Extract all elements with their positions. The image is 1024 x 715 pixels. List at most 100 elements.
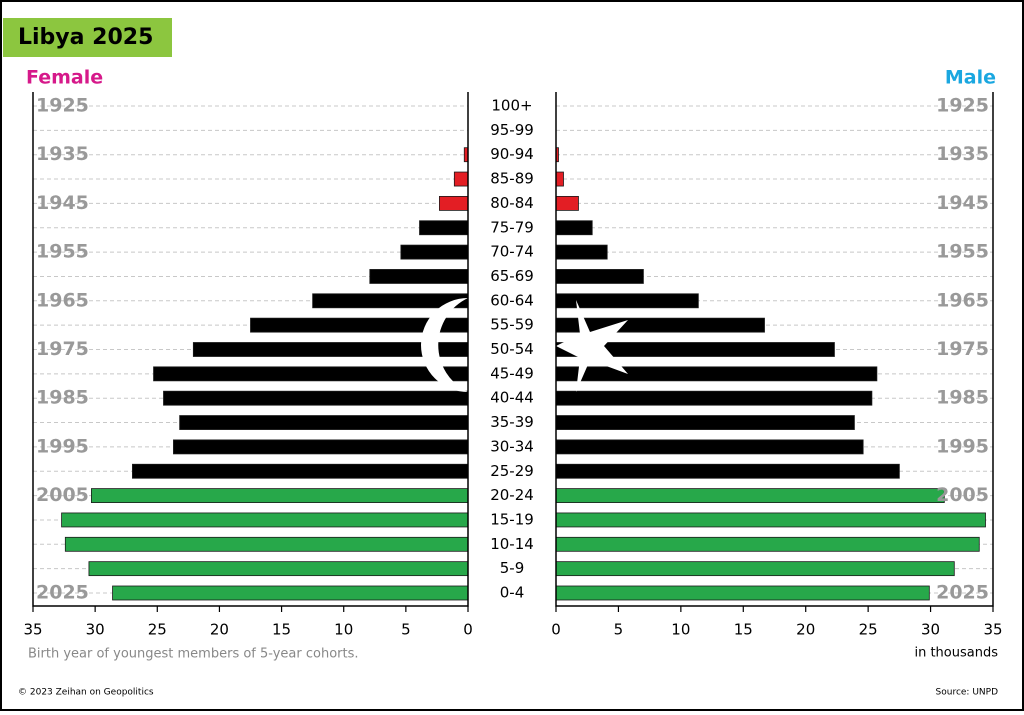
age-label: 20-24 (490, 486, 534, 504)
x-tick-label-right: 20 (796, 621, 815, 639)
bar-male (555, 269, 644, 284)
age-label: 35-39 (490, 413, 534, 431)
x-tick-label-right: 15 (734, 621, 753, 639)
age-label: 5-9 (500, 559, 525, 577)
source: Source: UNPD (936, 688, 999, 698)
bar-female (439, 195, 469, 211)
bar-female (64, 536, 469, 552)
birth-year-right: 1965 (936, 289, 989, 311)
age-label: 30-34 (490, 437, 534, 455)
birth-year-left: 1995 (36, 435, 89, 457)
age-label: 45-49 (490, 364, 534, 382)
bar-female (91, 488, 469, 504)
age-label: 70-74 (490, 243, 534, 261)
copyright: © 2023 Zeihan on Geopolitics (18, 688, 154, 698)
x-tick-label-left: 25 (148, 621, 167, 639)
age-label: 90-94 (490, 145, 534, 163)
age-label: 25-29 (490, 462, 534, 480)
bar-male (555, 488, 945, 504)
bar-male (555, 561, 955, 577)
birth-year-right: 2025 (936, 582, 989, 604)
left-frame (32, 92, 469, 607)
x-tick-label-left: 30 (86, 621, 105, 639)
x-tick-label-right: 25 (859, 621, 878, 639)
legend-male: Male (945, 67, 996, 89)
bar-female (132, 463, 469, 479)
chart-title: Libya 2025 (18, 25, 153, 50)
bar-male (555, 585, 930, 601)
x-tick-label-left: 0 (463, 621, 473, 639)
birth-year-right: 1935 (936, 143, 989, 165)
right-frame (555, 92, 994, 607)
x-tick-label-left: 15 (272, 621, 291, 639)
age-label: 55-59 (490, 316, 534, 334)
birth-year-right: 1985 (936, 387, 989, 409)
x-tick-label-right: 30 (921, 621, 940, 639)
bar-male (555, 390, 873, 406)
bar-male (555, 244, 608, 260)
birth-year-left: 1945 (36, 192, 89, 214)
bars-layer (61, 147, 986, 601)
birth-year-left: 1955 (36, 241, 89, 263)
x-tick-label-right: 0 (551, 621, 561, 639)
legend-female: Female (26, 67, 103, 89)
birth-year-right: 1925 (936, 95, 989, 117)
star (556, 300, 628, 392)
bar-female (88, 561, 469, 577)
birth-year-left: 1935 (36, 143, 89, 165)
age-label: 15-19 (490, 510, 534, 528)
x-tick-label-right: 10 (671, 621, 690, 639)
birth-year-left: 2025 (36, 582, 89, 604)
x-tick-label-left: 5 (401, 621, 411, 639)
flag-emblem (420, 298, 628, 392)
age-label: 65-69 (490, 267, 534, 285)
bar-female (112, 585, 469, 601)
bar-female (61, 512, 469, 528)
bar-female (163, 390, 469, 406)
birth-year-right: 1995 (936, 435, 989, 457)
bar-female (369, 269, 469, 284)
bar-male (555, 220, 593, 236)
birth-year-right: 1955 (936, 241, 989, 263)
age-label: 75-79 (490, 218, 534, 236)
birth-year-left: 1975 (36, 338, 89, 360)
x-tick-label-left: 10 (334, 621, 353, 639)
birth-year-left: 1925 (36, 95, 89, 117)
age-label: 0-4 (500, 584, 525, 602)
bar-male (555, 366, 878, 382)
x-tick-label-right: 5 (614, 621, 624, 639)
bar-male (555, 439, 864, 455)
x-tick-label-left: 20 (210, 621, 229, 639)
age-label: 10-14 (490, 535, 534, 553)
birth-year-left: 2005 (36, 484, 89, 506)
x-tick-label-left: 35 (23, 621, 42, 639)
bar-male (555, 463, 900, 479)
age-label: 85-89 (490, 170, 534, 188)
bar-female (453, 171, 469, 187)
age-label: 95-99 (490, 121, 534, 139)
bar-male (555, 171, 564, 187)
title-box (3, 18, 172, 57)
bar-male (555, 195, 579, 211)
bar-male (555, 536, 980, 552)
bar-male (555, 415, 855, 430)
age-label: 40-44 (490, 389, 534, 407)
birth-year-right: 1945 (936, 192, 989, 214)
birth-year-left: 1985 (36, 387, 89, 409)
age-label: 60-64 (490, 291, 534, 309)
age-label: 80-84 (490, 194, 534, 212)
crescent (420, 298, 468, 392)
birth-year-right: 1975 (936, 338, 989, 360)
birth-year-right: 2005 (936, 484, 989, 506)
note: Birth year of youngest members of 5-year… (28, 647, 359, 662)
foreground-layer: Female Male 100+ 1925 1925 95-99 90-94 1935 1935… (23, 67, 1002, 639)
x-tick-label-right: 35 (983, 621, 1002, 639)
bar-male (555, 512, 986, 528)
age-label: 50-54 (490, 340, 534, 358)
bar-female (153, 366, 469, 382)
bar-female (179, 415, 469, 430)
age-label: 100+ (491, 97, 532, 115)
x-axis-label: in thousands (914, 646, 998, 661)
